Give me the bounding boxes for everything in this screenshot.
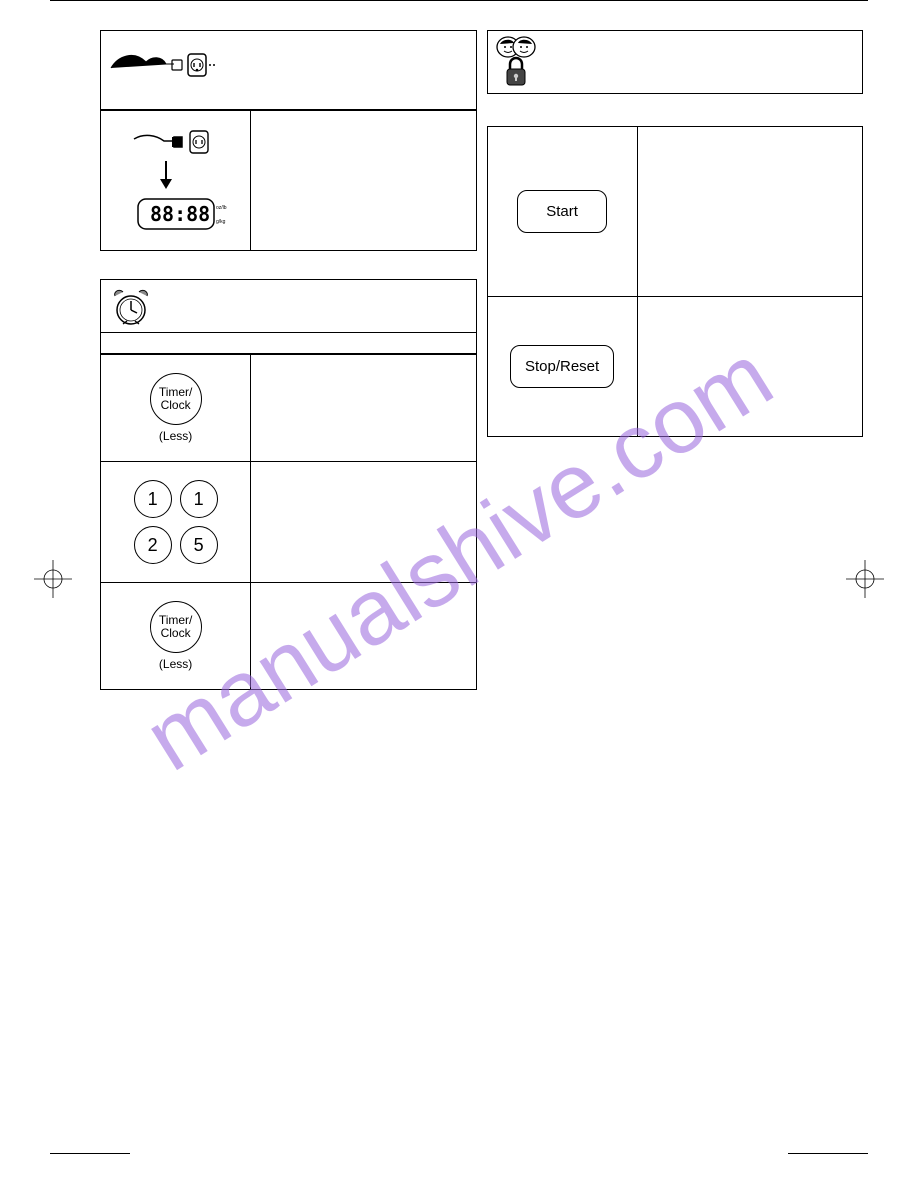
start-label: Start (546, 203, 578, 220)
less-label-1: (Less) (105, 429, 246, 443)
less-label-2: (Less) (105, 657, 246, 671)
clock-steps-table: Timer/ Clock (Less) Press Timer/Clock on… (100, 354, 477, 690)
clock-step3-text: Press Timer/Clock again to confirm. (251, 583, 476, 690)
timer-clock-button-2[interactable]: Timer/ Clock (150, 601, 202, 653)
alarm-clock-icon (101, 284, 161, 328)
stop-reset-button[interactable]: Stop/Reset (510, 345, 614, 388)
number-2-button[interactable]: 2 (134, 526, 172, 564)
clock-header: Setting the Clock (100, 279, 477, 333)
child-lock-icon (488, 31, 544, 93)
timer-clock-label: Timer/ Clock (159, 386, 193, 411)
clock-step1-icon: Timer/ Clock (Less) (101, 355, 251, 462)
childlock-title: Child Safety Lock (544, 49, 863, 75)
timer-clock-button[interactable]: Timer/ Clock (150, 373, 202, 425)
childlock-cancel-icon: Stop/Reset (487, 297, 637, 437)
number-1-button-a[interactable]: 1 (134, 480, 172, 518)
top-crop-line (50, 0, 868, 1)
clock-step2-text: Enter time using number pads. (251, 462, 476, 583)
childlock-table: Start To set: press and hold Start for 3… (487, 126, 864, 437)
clock-step2-icon: 1 1 2 5 (101, 462, 251, 583)
svg-text:g/kg: g/kg (216, 219, 226, 225)
registration-mark-right (846, 560, 884, 598)
footer-crop-right (788, 1153, 868, 1154)
start-button[interactable]: Start (517, 190, 607, 233)
stop-reset-label: Stop/Reset (525, 358, 599, 375)
power-on-title: When first plugged in (221, 57, 476, 83)
childlock-header: Child Safety Lock (487, 30, 864, 94)
registration-mark-left (34, 560, 72, 598)
number-5-button[interactable]: 5 (180, 526, 218, 564)
footer-crop-left (50, 1153, 130, 1154)
right-column: Child Safety Lock This feature prevents … (487, 30, 864, 690)
power-on-table: 88:88 oz/lb g/kg Plug in. Display shows … (100, 110, 477, 251)
plug-display-cell: 88:88 oz/lb g/kg (101, 111, 251, 251)
childlock-caption: This feature prevents unsupervised opera… (487, 104, 864, 126)
left-column: When first plugged in (100, 30, 477, 690)
clock-title: Setting the Clock (161, 293, 476, 319)
power-on-header: When first plugged in (100, 30, 477, 110)
clock-step3-icon: Timer/ Clock (Less) (101, 583, 251, 690)
power-on-text: Plug in. Display shows 88:88 and the oz/… (251, 111, 476, 251)
plug-in-icon (101, 31, 221, 109)
timer-clock-label-2: Timer/ Clock (159, 614, 193, 639)
page-content: When first plugged in (100, 30, 863, 690)
svg-text:oz/lb: oz/lb (216, 205, 227, 211)
childlock-set-text: To set: press and hold Start for 3 secon… (637, 127, 862, 297)
clock-step1-text: Press Timer/Clock once. (251, 355, 476, 462)
childlock-set-icon: Start (487, 127, 637, 297)
svg-text:88:88: 88:88 (150, 202, 210, 226)
childlock-cancel-text: To cancel: press and hold Stop/Reset for… (637, 297, 862, 437)
number-pad-group: 1 1 2 5 (134, 480, 218, 564)
clock-example-bar: Example: setting 11:25 (100, 333, 477, 354)
number-1-button-b[interactable]: 1 (180, 480, 218, 518)
